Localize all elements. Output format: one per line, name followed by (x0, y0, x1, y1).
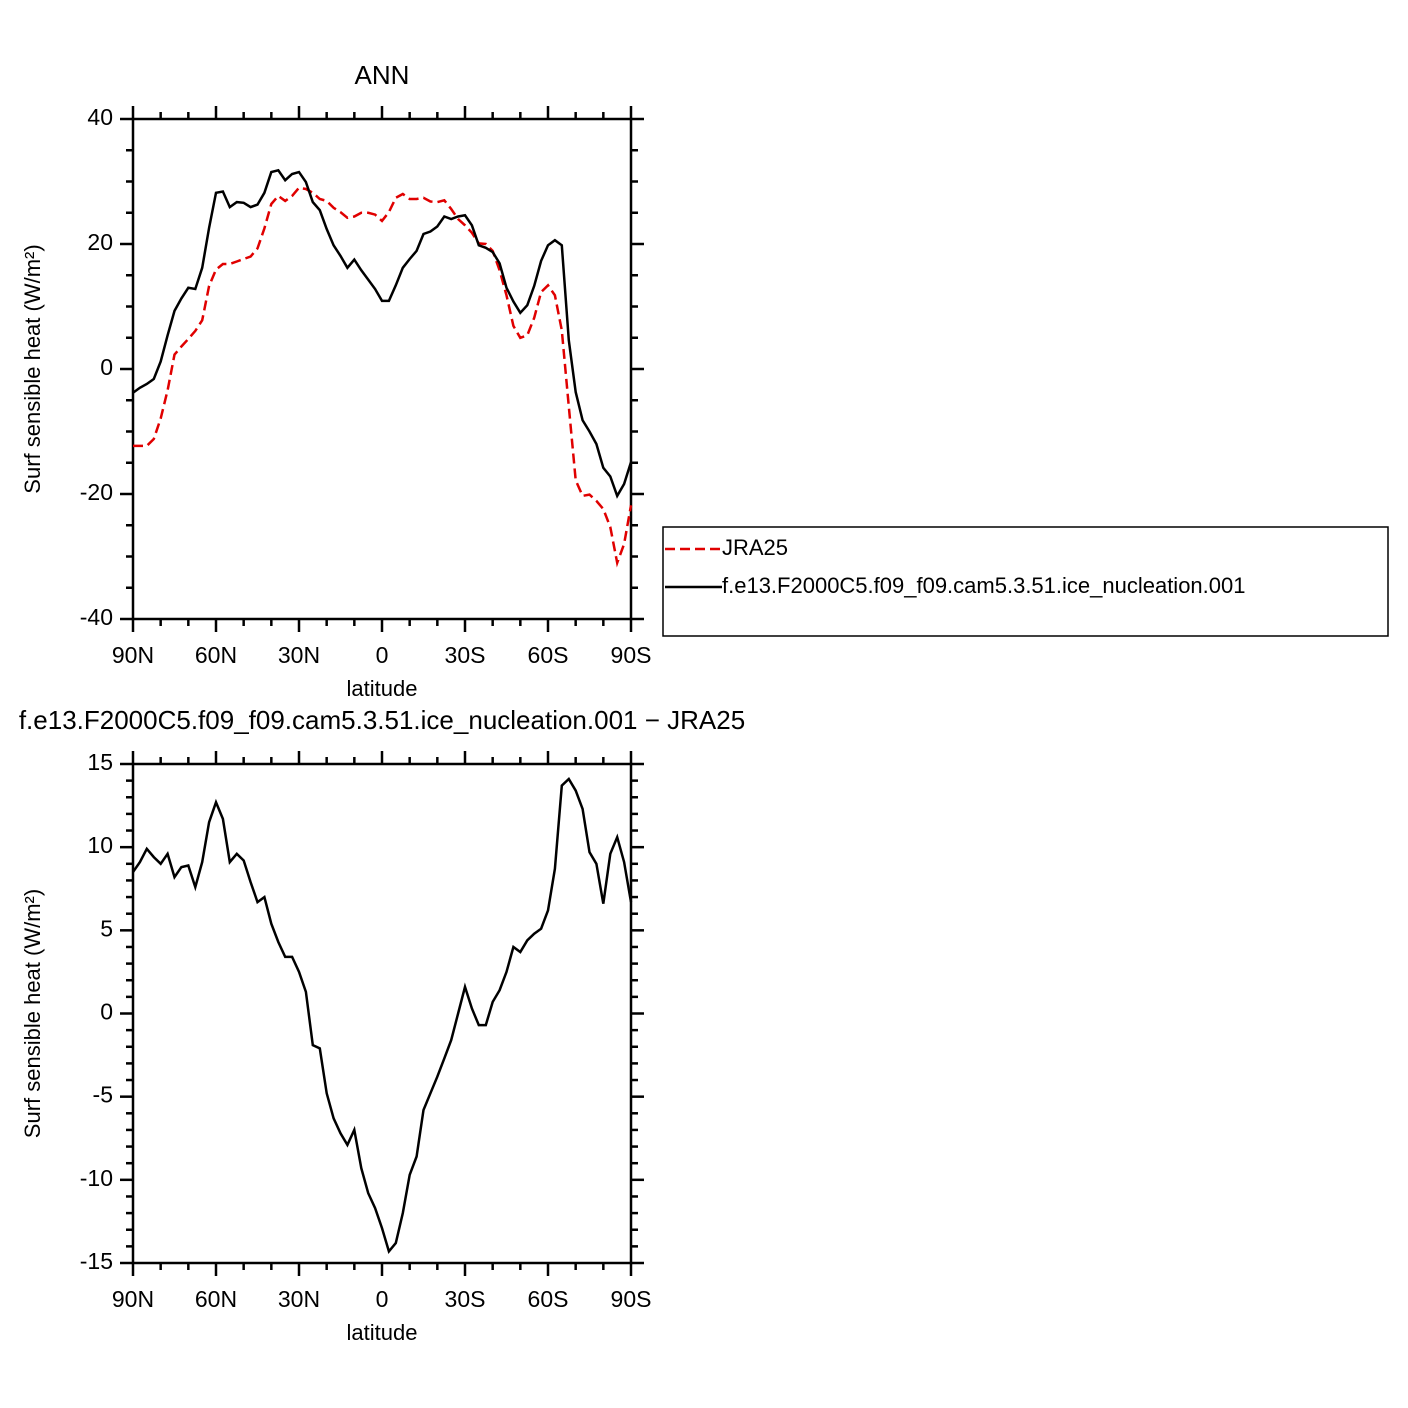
y-tick-label: 0 (100, 999, 113, 1025)
legend-label: JRA25 (722, 535, 788, 560)
x-tick-label: 90N (112, 642, 154, 668)
y-tick-label: 10 (87, 832, 113, 858)
y-tick-label: 40 (87, 104, 113, 130)
y-tick-label: -10 (80, 1165, 113, 1191)
y-tick-label: -15 (80, 1248, 113, 1274)
x-axis-label: latitude (347, 1320, 418, 1345)
y-tick-label: 0 (100, 354, 113, 380)
y-tick-label: 20 (87, 229, 113, 255)
legend-label: f.e13.F2000C5.f09_f09.cam5.3.51.ice_nucl… (722, 573, 1246, 598)
x-tick-label: 90S (611, 1286, 652, 1312)
x-tick-label: 0 (376, 642, 389, 668)
y-tick-label: -5 (93, 1082, 113, 1108)
data-line (133, 186, 633, 568)
data-line (131, 777, 633, 1255)
x-tick-label: 0 (376, 1286, 389, 1312)
x-tick-label: 60S (528, 642, 569, 668)
x-tick-label: 30S (445, 1286, 486, 1312)
chart-title: ANN (355, 60, 410, 90)
y-tick-label: -20 (80, 479, 113, 505)
x-tick-label: 30S (445, 642, 486, 668)
x-tick-label: 60S (528, 1286, 569, 1312)
y-axis-label: Surf sensible heat (W/m²) (20, 889, 45, 1138)
y-tick-label: -40 (80, 604, 113, 630)
y-tick-label: 15 (87, 749, 113, 775)
chart-title: f.e13.F2000C5.f09_f09.cam5.3.51.ice_nucl… (19, 705, 745, 735)
legend-box (662, 526, 1389, 637)
x-tick-label: 30N (278, 1286, 320, 1312)
y-tick-label: 5 (100, 915, 113, 941)
x-tick-label: 90N (112, 1286, 154, 1312)
x-axis-label: latitude (347, 676, 418, 701)
y-axis-label: Surf sensible heat (W/m²) (20, 244, 45, 493)
x-tick-label: 60N (195, 1286, 237, 1312)
data-line (132, 168, 633, 499)
plot-frame (131, 117, 633, 621)
x-tick-label: 30N (278, 642, 320, 668)
x-tick-label: 60N (195, 642, 237, 668)
x-tick-label: 90S (611, 642, 652, 668)
